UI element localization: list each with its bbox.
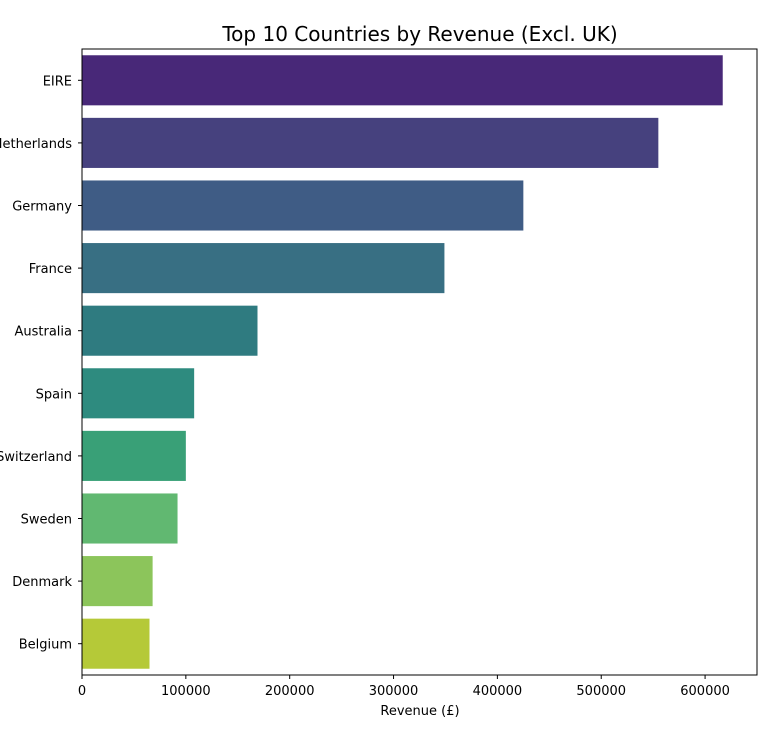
y-tick-label: Sweden xyxy=(21,513,72,528)
x-tick-label: 600000 xyxy=(680,684,730,699)
y-tick-label: Germany xyxy=(12,200,72,215)
x-axis-label: Revenue (£) xyxy=(380,704,459,719)
x-tick-label: 400000 xyxy=(473,684,523,699)
bar-spain xyxy=(82,368,195,419)
x-tick-label: 0 xyxy=(78,684,86,699)
x-tick-label: 200000 xyxy=(265,684,315,699)
bar-france xyxy=(82,243,445,294)
x-tick-label: 300000 xyxy=(369,684,419,699)
y-tick-label: Belgium xyxy=(19,638,72,653)
bar-sweden xyxy=(82,493,178,544)
bar-switzerland xyxy=(82,430,186,481)
y-axis-ticks: EIRE Netherlands Germany France Australia Spa… xyxy=(0,74,82,653)
x-tick-label: 500000 xyxy=(576,684,626,699)
y-tick-label: Denmark xyxy=(12,575,72,590)
bars xyxy=(82,55,723,669)
bar-eire xyxy=(82,55,723,106)
x-axis-ticks: 0 100000 200000 300000 400000 500000 600000 xyxy=(78,675,730,699)
bar-netherlands xyxy=(82,117,659,168)
y-tick-label: Australia xyxy=(14,325,72,340)
plot-area-frame xyxy=(81,48,758,676)
y-tick-label: Netherlands xyxy=(0,137,72,152)
y-tick-label: France xyxy=(29,262,72,277)
bar-denmark xyxy=(82,556,153,607)
x-tick-label: 100000 xyxy=(161,684,211,699)
bar-australia xyxy=(82,305,258,356)
bar-belgium xyxy=(82,618,150,669)
y-tick-label: EIRE xyxy=(43,74,72,89)
bar-germany xyxy=(82,180,524,231)
chart-title: Top 10 Countries by Revenue (Excl. UK) xyxy=(221,22,617,46)
y-tick-label: Spain xyxy=(36,387,72,402)
y-tick-label: Switzerland xyxy=(0,450,72,465)
